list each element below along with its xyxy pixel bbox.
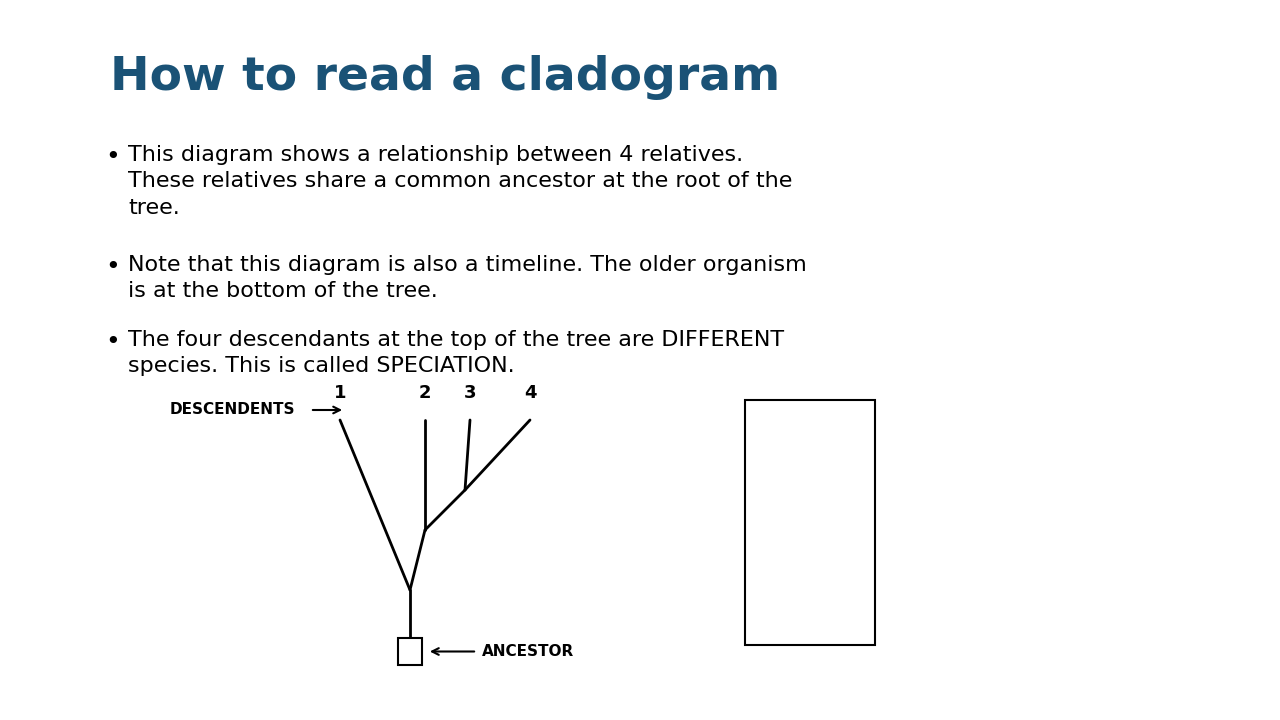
Text: •: • [105,255,120,279]
Bar [745,400,876,645]
Text: RECENT: RECENT [794,420,867,438]
Text: The four descendants at the top of the tree are DIFFERENT
species. This is calle: The four descendants at the top of the t… [128,330,785,377]
Text: DESCENDENTS: DESCENDENTS [170,402,296,418]
Text: 2: 2 [419,384,431,402]
Text: 3: 3 [463,384,476,402]
Text: This diagram shows a relationship between 4 relatives.
These relatives share a c: This diagram shows a relationship betwee… [128,145,792,217]
Text: •: • [105,145,120,169]
Bar [398,638,422,665]
Text: PAST: PAST [794,607,840,625]
Text: 1: 1 [334,384,347,402]
Text: How to read a cladogram: How to read a cladogram [110,55,781,100]
Text: Note that this diagram is also a timeline. The older organism
is at the bottom o: Note that this diagram is also a timelin… [128,255,806,302]
Text: 4: 4 [524,384,536,402]
Text: •: • [105,330,120,354]
Text: ANCESTOR: ANCESTOR [483,644,575,659]
